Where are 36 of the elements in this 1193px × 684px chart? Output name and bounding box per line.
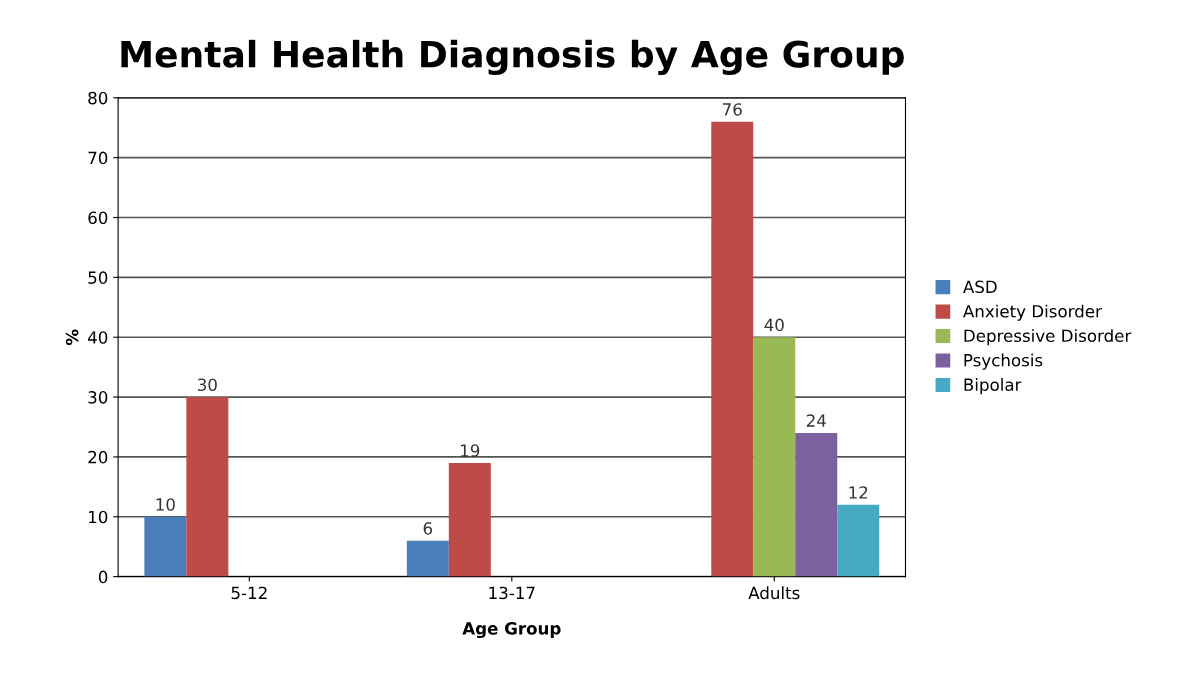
legend-label: Anxiety Disorder bbox=[963, 304, 1102, 321]
x-tick-label: 5-12 bbox=[231, 586, 267, 600]
y-tick-label: 30 bbox=[88, 391, 108, 404]
data-label: 12 bbox=[849, 486, 868, 499]
x-tick-label: Adults bbox=[748, 586, 800, 600]
y-axis-title: % bbox=[65, 329, 79, 346]
y-tick-label: 50 bbox=[88, 271, 108, 284]
legend-label: Depressive Disorder bbox=[964, 329, 1132, 346]
legend-label: ASD bbox=[963, 280, 997, 294]
x-axis-title: Age Group bbox=[462, 622, 561, 639]
legend-label: Psychosis bbox=[964, 353, 1043, 370]
data-label: 6 bbox=[423, 522, 433, 535]
y-tick-label: 70 bbox=[88, 151, 108, 165]
bar bbox=[837, 504, 880, 577]
y-tick-label: 0 bbox=[98, 570, 108, 584]
y-tick-label: 40 bbox=[87, 331, 108, 344]
data-label: 24 bbox=[806, 414, 826, 427]
data-label: 30 bbox=[198, 378, 217, 392]
y-tick-label: 20 bbox=[88, 450, 108, 464]
bar bbox=[144, 516, 187, 577]
bar bbox=[753, 337, 796, 577]
y-tick-label: 10 bbox=[89, 510, 108, 524]
data-label: 10 bbox=[156, 498, 175, 511]
bar bbox=[448, 462, 491, 577]
chart-title: Mental Health Diagnosis by Age Group bbox=[121, 39, 904, 76]
y-tick-label: 60 bbox=[88, 211, 108, 225]
bar bbox=[186, 397, 229, 577]
bar bbox=[711, 121, 754, 577]
y-tick-label: 80 bbox=[88, 91, 108, 105]
data-label: 76 bbox=[723, 103, 742, 116]
data-label: 40 bbox=[764, 318, 784, 332]
legend-label: Bipolar bbox=[964, 378, 1022, 395]
bar bbox=[795, 432, 838, 577]
x-tick-label: 13-17 bbox=[489, 586, 535, 600]
bar bbox=[406, 540, 449, 577]
data-label: 19 bbox=[461, 444, 480, 457]
